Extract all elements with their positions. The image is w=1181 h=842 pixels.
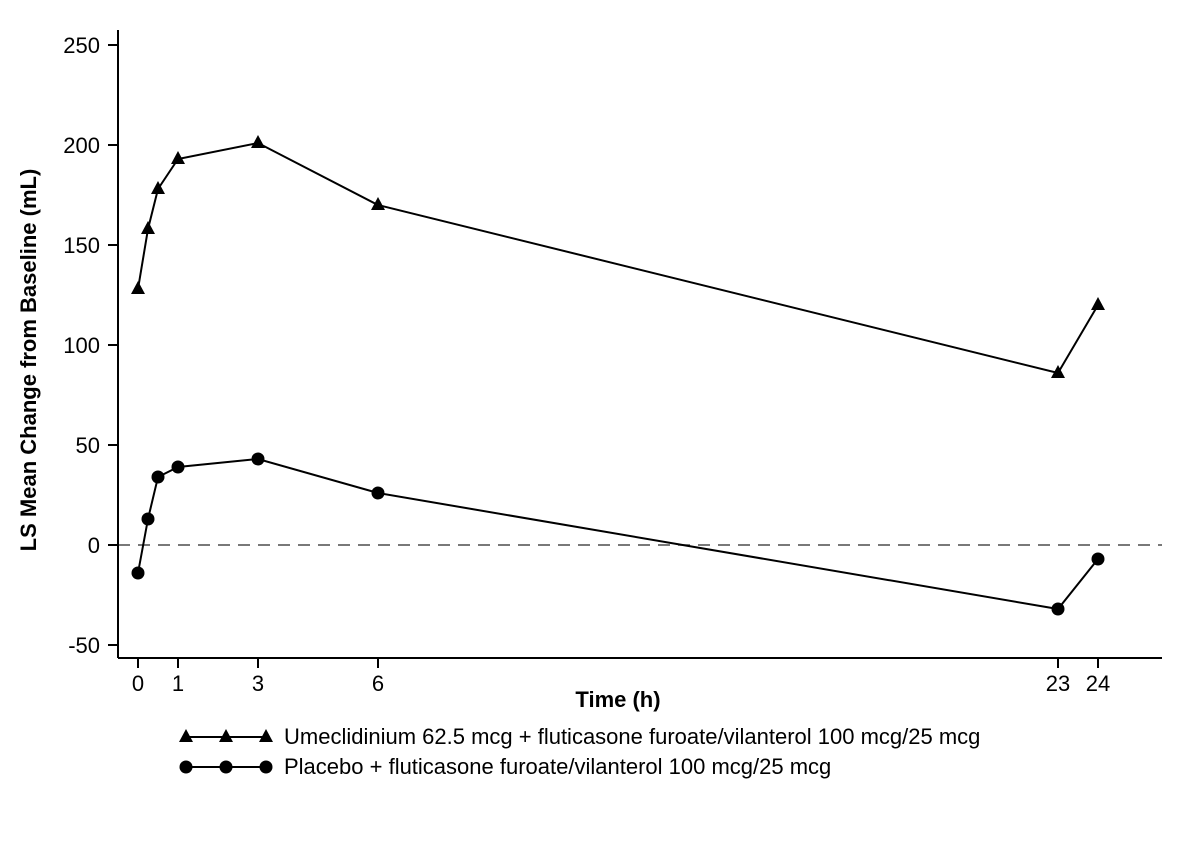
triangle-marker <box>371 197 385 210</box>
circle-marker <box>371 486 385 500</box>
legend-label-placebo: Placebo + fluticasone furoate/vilanterol… <box>284 754 832 779</box>
y-axis-title: LS Mean Change from Baseline (mL) <box>16 169 41 552</box>
legend-circle-icon <box>259 760 273 774</box>
triangle-marker <box>141 221 155 234</box>
x-tick-label: 0 <box>132 671 144 696</box>
legend-item-umeclidinium: Umeclidinium 62.5 mcg + fluticasone furo… <box>178 722 980 752</box>
legend-sample-0 <box>179 729 273 742</box>
legend-sample-1 <box>179 760 273 774</box>
circle-marker <box>131 566 145 580</box>
triangle-marker <box>1051 365 1065 378</box>
legend-item-placebo: Placebo + fluticasone furoate/vilanterol… <box>178 752 980 782</box>
x-tick-label: 1 <box>172 671 184 696</box>
legend-circle-icon <box>219 760 233 774</box>
circle-marker <box>1051 602 1065 616</box>
y-tick-label: 50 <box>76 433 100 458</box>
circle-marker <box>141 512 155 526</box>
y-tick-label: 0 <box>88 533 100 558</box>
x-tick-label: 6 <box>372 671 384 696</box>
triangle-marker <box>151 181 165 194</box>
legend-label-umeclidinium: Umeclidinium 62.5 mcg + fluticasone furo… <box>284 724 981 749</box>
y-tick-label: 100 <box>63 333 100 358</box>
circle-marker <box>171 460 185 474</box>
legend: Umeclidinium 62.5 mcg + fluticasone furo… <box>178 722 980 782</box>
circle-marker <box>1091 552 1105 566</box>
x-tick-label: 3 <box>252 671 264 696</box>
legend-circle-icon <box>179 760 193 774</box>
y-tick-label: -50 <box>68 633 100 658</box>
legend-triangle-icon <box>259 729 273 742</box>
circle-marker <box>151 470 165 484</box>
legend-triangle-icon <box>179 729 193 742</box>
x-axis-title: Time (h) <box>575 687 660 712</box>
series-line-1 <box>137 457 1099 611</box>
y-tick-label: 150 <box>63 233 100 258</box>
triangle-marker <box>171 151 185 164</box>
x-tick-label: 24 <box>1086 671 1110 696</box>
y-tick-label: 200 <box>63 133 100 158</box>
series-line-0 <box>137 141 1099 375</box>
y-tick-label: 250 <box>63 33 100 58</box>
circle-marker <box>251 452 265 466</box>
triangle-marker <box>251 135 265 148</box>
triangle-marker <box>131 281 145 294</box>
triangle-marker <box>1091 297 1105 310</box>
x-tick-label: 23 <box>1046 671 1070 696</box>
legend-triangle-icon <box>219 729 233 742</box>
